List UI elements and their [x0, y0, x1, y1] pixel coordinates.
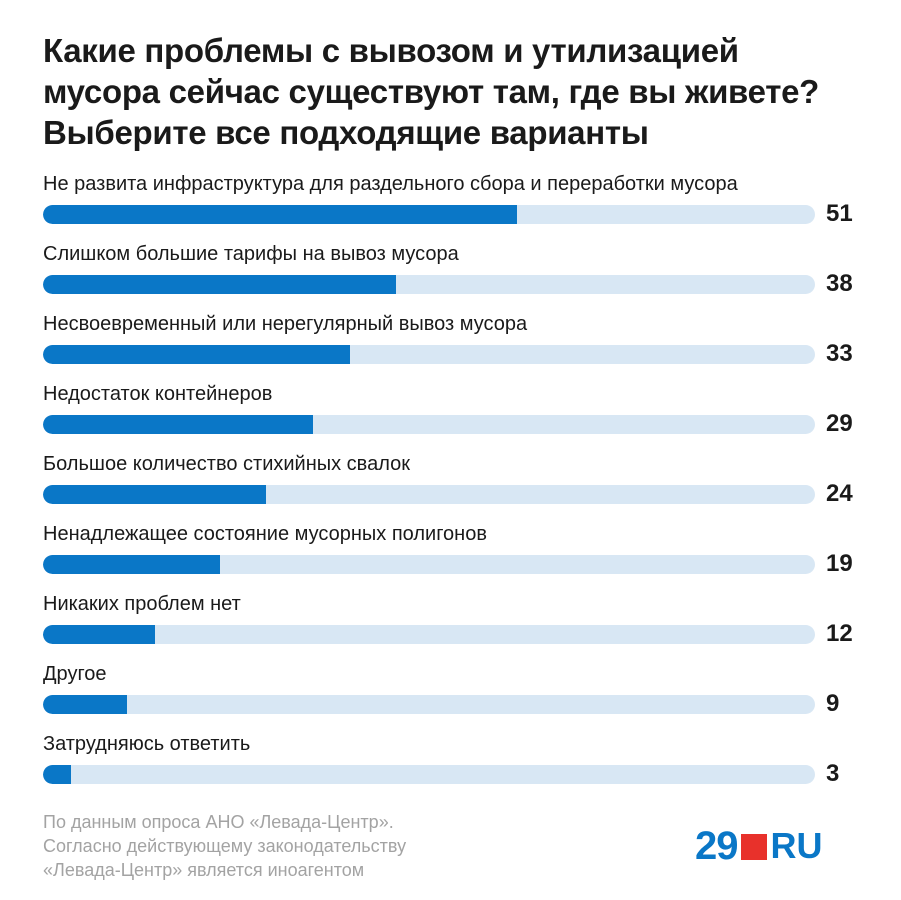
logo-square-icon [740, 834, 767, 860]
value-label: 33 [826, 340, 853, 367]
bar-track [43, 415, 815, 434]
bar-row: Недостаток контейнеров 29 [43, 382, 873, 452]
value-label: 19 [826, 550, 853, 577]
category-label: Большое количество стихийных свалок [43, 453, 410, 475]
bar-track [43, 205, 815, 224]
bar-track [43, 345, 815, 364]
source-line: По данным опроса АНО «Левада-Центр». [43, 812, 394, 832]
bar-track [43, 485, 815, 504]
bar [43, 695, 127, 714]
bar [43, 205, 517, 224]
bar [43, 625, 155, 644]
bar-row: Слишком большие тарифы на вывоз мусора 38 [43, 242, 873, 312]
title-line: мусора сейчас существуют там, где вы жив… [43, 73, 819, 110]
logo-number: 29 [695, 824, 738, 868]
source-line: Согласно действующему законодательству [43, 836, 407, 856]
bar-row: Затрудняюсь ответить 3 [43, 732, 873, 802]
bar-track [43, 765, 815, 784]
category-label: Ненадлежащее состояние мусорных полигоно… [43, 523, 487, 545]
bar [43, 485, 266, 504]
bar-row: Другое 9 [43, 662, 873, 732]
category-label: Недостаток контейнеров [43, 383, 273, 405]
bar [43, 415, 313, 434]
category-label: Слишком большие тарифы на вывоз мусора [43, 243, 459, 265]
title-line: Какие проблемы с вывозом и утилизацией [43, 32, 739, 69]
source-line: «Левада-Центр» является иноагентом [43, 860, 365, 880]
bar [43, 555, 220, 574]
category-label: Не развита инфраструктура для раздельног… [43, 173, 738, 195]
source-note: По данным опроса АНО «Левада-Центр». Сог… [43, 810, 563, 882]
bar [43, 765, 71, 784]
bar-track [43, 695, 815, 714]
logo-suffix: RU [770, 825, 823, 866]
bar [43, 345, 350, 364]
value-label: 9 [826, 690, 840, 717]
brand-logo[interactable]: 29 RU [695, 824, 823, 868]
value-label: 12 [826, 620, 853, 647]
value-label: 24 [826, 480, 853, 507]
bar-row: Несвоевременный или нерегулярный вывоз м… [43, 312, 873, 382]
category-label: Никаких проблем нет [43, 593, 241, 615]
bar-row: Никаких проблем нет 12 [43, 592, 873, 662]
value-label: 51 [826, 200, 853, 227]
value-label: 38 [826, 270, 853, 297]
bar-row: Ненадлежащее состояние мусорных полигоно… [43, 522, 873, 592]
category-label: Другое [43, 663, 107, 685]
title-line: Выберите все подходящие варианты [43, 114, 649, 151]
bar-track [43, 555, 815, 574]
bar-track [43, 275, 815, 294]
bar-row: Большое количество стихийных свалок 24 [43, 452, 873, 522]
value-label: 3 [826, 760, 840, 787]
category-label: Затрудняюсь ответить [43, 733, 251, 755]
category-label: Несвоевременный или нерегулярный вывоз м… [43, 313, 528, 335]
bar-row: Не развита инфраструктура для раздельног… [43, 172, 873, 242]
bar-track [43, 625, 815, 644]
bar [43, 275, 396, 294]
value-label: 29 [826, 410, 853, 437]
chart-title: Какие проблемы с вывозом и утилизацией м… [43, 30, 873, 153]
